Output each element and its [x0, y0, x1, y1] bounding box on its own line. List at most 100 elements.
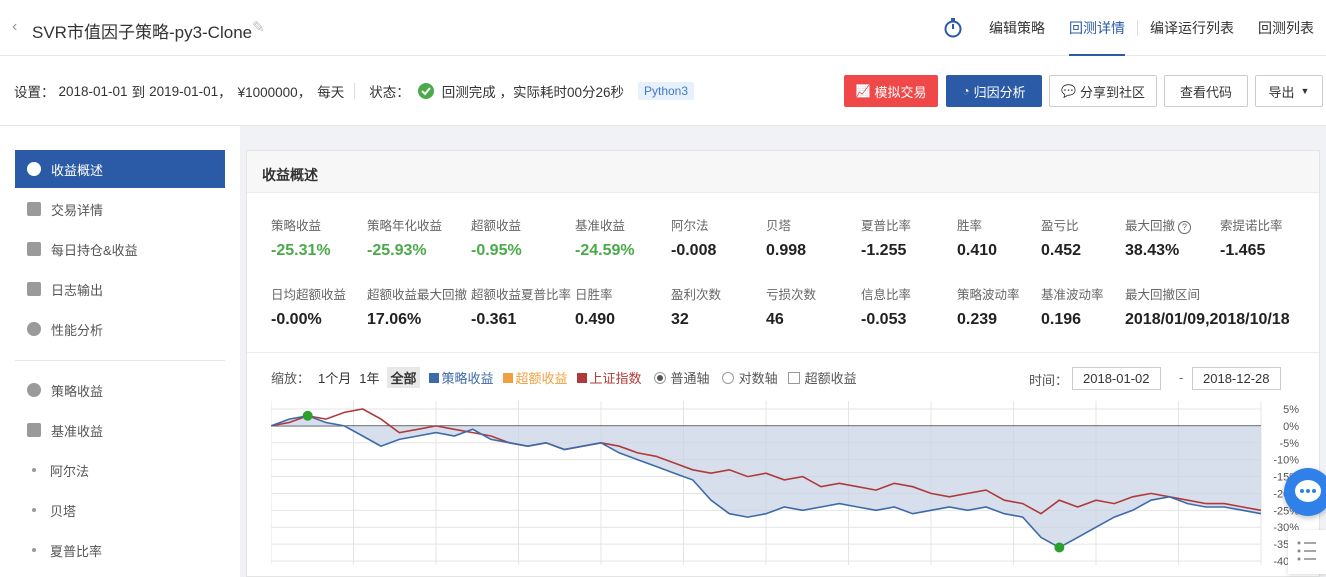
metric-win-rate: 胜率 0.410 — [957, 215, 997, 260]
legend-benchmark[interactable]: 上证指数 — [576, 368, 642, 387]
sidebar-label: 日志输出 — [51, 282, 104, 298]
metric-label: 最大回撤 — [1125, 219, 1176, 233]
help-icon[interactable]: ? — [1178, 221, 1192, 234]
sidebar-item-strategy-returns[interactable]: 策略收益 — [15, 371, 225, 409]
metric-label: 亏损次数 — [766, 288, 817, 302]
metric-daily-excess: 日均超额收益 -0.00% — [271, 284, 346, 329]
zoom-1m-button[interactable]: 1个月 — [318, 371, 352, 386]
chevron-left-icon[interactable]: ‹ — [12, 18, 18, 35]
metric-label: 策略收益 — [271, 219, 322, 233]
calendar-icon — [27, 282, 41, 296]
chat-float-button[interactable] — [1284, 468, 1326, 516]
nav-compile-list[interactable]: 编译运行列表 — [1150, 20, 1234, 36]
sim-trade-button[interactable]: 📈 模拟交易 — [844, 75, 938, 107]
date-to-input[interactable]: 2018-12-28 — [1192, 367, 1281, 390]
sidebar: 收益概述 交易详情 每日持仓&收益 日志输出 性能分析 策略收益 基准收益 阿尔… — [0, 126, 240, 577]
zoom-label: 缩放： — [271, 371, 311, 386]
legend-excess[interactable]: 超额收益 — [502, 368, 568, 387]
metric-label: 索提诺比率 — [1220, 219, 1283, 233]
metric-excess-return: 超额收益 -0.95% — [471, 215, 522, 260]
time-label: 时间： — [1029, 373, 1069, 388]
zoom-1y-button[interactable]: 1年 — [359, 371, 380, 386]
normal-axis-label: 普通轴 — [670, 371, 710, 386]
chat-icon: 💬 — [1061, 84, 1076, 98]
sidebar-label: 夏普比率 — [50, 543, 103, 559]
sidebar-label: 基准收益 — [51, 423, 104, 439]
metric-label: 超额收益 — [471, 219, 522, 233]
settings-line: 设置： 2018-01-01 到 2019-01-01 ， ¥1000000， … — [14, 81, 695, 101]
nav-edit-strategy[interactable]: 编辑策略 — [989, 20, 1045, 36]
log-axis-radio[interactable] — [721, 371, 734, 384]
legend-label: 策略收益 — [441, 371, 494, 386]
metric-excess-sharpe: 超额收益夏普比率 -0.361 — [471, 284, 571, 329]
metric-strategy-return: 策略收益 -25.31% — [271, 215, 331, 260]
share-label: 分享到社区 — [1079, 84, 1145, 100]
y-tick-label: 5% — [1283, 404, 1299, 416]
metric-value: -0.361 — [471, 311, 517, 328]
drawdown-end-marker — [1054, 542, 1065, 553]
date-from-input[interactable]: 2018-01-02 — [1072, 367, 1161, 390]
panel-title: 收益概述 — [247, 151, 1319, 193]
metric-label: 基准波动率 — [1041, 288, 1104, 302]
check-circle-icon — [417, 83, 434, 99]
metric-value: 32 — [671, 311, 689, 328]
share-community-button[interactable]: 💬 分享到社区 — [1049, 75, 1157, 107]
excess-checkbox[interactable] — [787, 371, 800, 384]
metric-beta: 贝塔 0.998 — [766, 215, 806, 260]
metric-sortino: 索提诺比率 -1.465 — [1220, 215, 1283, 260]
pencil-icon[interactable]: ✎ — [252, 19, 265, 36]
view-code-button[interactable]: 查看代码 — [1164, 75, 1248, 107]
metric-value: 46 — [766, 311, 784, 328]
metric-value: -0.008 — [671, 242, 717, 259]
list-icon — [1297, 541, 1316, 561]
sidebar-label: 贝塔 — [50, 503, 77, 519]
sidebar-item-alpha[interactable]: 阿尔法 — [15, 451, 225, 489]
sidebar-item-beta[interactable]: 贝塔 — [15, 491, 225, 529]
metric-value: -1.465 — [1220, 242, 1266, 259]
metric-value: -1.255 — [861, 242, 907, 259]
sidebar-item-trades[interactable]: 交易详情 — [15, 190, 225, 228]
metric-label: 超额收益夏普比率 — [471, 288, 572, 302]
nav-backtest-list[interactable]: 回测列表 — [1258, 20, 1314, 36]
normal-axis-radio[interactable] — [653, 371, 666, 384]
top-bar: ‹ SVR市值因子策略-py3-Clone ✎ 编辑策略 回测详情 编译运行列表… — [0, 0, 1326, 56]
returns-chart[interactable]: 5%0%-5%-10%-15%-20%-25%-30%-35%-40% — [271, 401, 1311, 576]
attribution-button[interactable]: ◔ 归因分析 — [946, 75, 1042, 107]
metric-label: 贝塔 — [766, 219, 792, 233]
metric-value: 0.452 — [1041, 242, 1082, 259]
chat-bubble-icon — [1295, 480, 1321, 502]
settings-to: 到 — [131, 85, 146, 100]
y-tick-label: -25% — [1273, 505, 1299, 517]
metric-benchmark-volatility: 基准波动率 0.196 — [1041, 284, 1104, 329]
metric-value: -0.95% — [471, 242, 522, 259]
metric-alpha: 阿尔法 -0.008 — [671, 215, 716, 260]
sidebar-item-logs[interactable]: 日志输出 — [15, 270, 225, 308]
pie-chart-icon: ◔ — [962, 84, 970, 98]
sidebar-label: 策略收益 — [51, 383, 104, 399]
legend-swatch — [428, 372, 439, 383]
list-float-button[interactable] — [1288, 530, 1326, 574]
legend-swatch — [502, 372, 513, 383]
export-button[interactable]: 导出 ▼ — [1255, 75, 1323, 107]
sidebar-item-performance[interactable]: 性能分析 — [15, 310, 225, 348]
zoom-all-button[interactable]: 全部 — [387, 367, 420, 388]
returns-overview-panel: 收益概述 策略收益 -25.31% 策略年化收益 -25.93% 超额收益 -0.95… — [246, 150, 1320, 577]
metric-label: 日胜率 — [575, 288, 613, 302]
sidebar-item-sharpe[interactable]: 夏普比率 — [15, 531, 225, 569]
sidebar-item-holdings[interactable]: 每日持仓&收益 — [15, 230, 225, 268]
legend-strategy[interactable]: 策略收益 — [428, 368, 494, 387]
sidebar-item-benchmark-returns[interactable]: 基准收益 — [15, 411, 225, 449]
metric-label: 日均超额收益 — [271, 288, 347, 302]
sidebar-label: 阿尔法 — [50, 463, 90, 479]
metric-profit-loss-ratio: 盈亏比 0.452 — [1041, 215, 1081, 260]
sidebar-item-overview[interactable]: 收益概述 — [15, 150, 225, 188]
view-code-label: 查看代码 — [1179, 84, 1232, 100]
nav-backtest-detail[interactable]: 回测详情 — [1057, 0, 1137, 56]
legend-label: 上证指数 — [589, 371, 642, 386]
database-icon — [27, 423, 41, 437]
metric-annual-return: 策略年化收益 -25.93% — [367, 215, 442, 260]
lightbulb-icon — [27, 383, 41, 397]
metric-value: -0.053 — [861, 311, 907, 328]
settings-prefix: 设置： — [14, 85, 55, 100]
metric-win-count: 盈利次数 32 — [671, 284, 721, 329]
